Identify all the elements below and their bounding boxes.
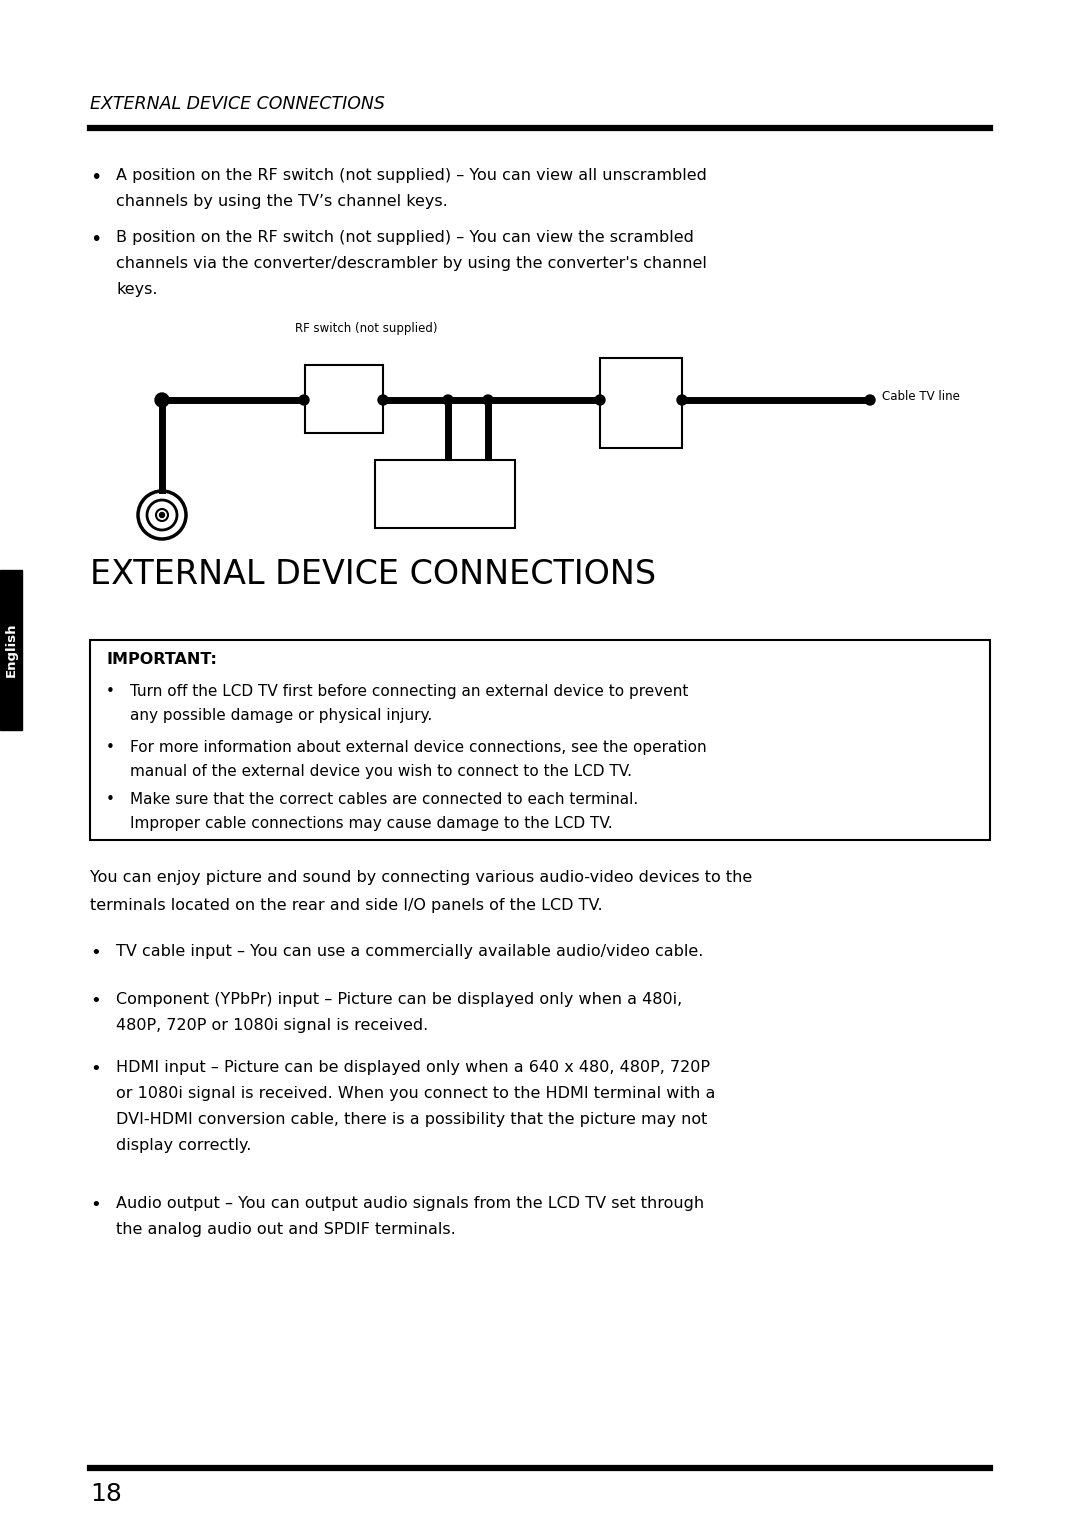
- Text: 18: 18: [90, 1482, 122, 1506]
- Circle shape: [677, 394, 687, 405]
- Text: RF switch (not supplied): RF switch (not supplied): [295, 323, 437, 335]
- Text: 480P, 720P or 1080i signal is received.: 480P, 720P or 1080i signal is received.: [116, 1018, 429, 1034]
- Bar: [90, 641, 990, 839]
- Text: HDMI input – Picture can be displayed only when a 640 x 480, 480P, 720P: HDMI input – Picture can be displayed on…: [116, 1060, 710, 1075]
- Text: •: •: [106, 740, 114, 755]
- Text: Cable TV
converter/descrambler
(Not supplied): Cable TV converter/descrambler (Not supp…: [380, 465, 499, 498]
- Text: You can enjoy picture and sound by connecting various audio-video devices to the: You can enjoy picture and sound by conne…: [90, 870, 753, 885]
- Text: Component (YPbPr) input – Picture can be displayed only when a 480i,: Component (YPbPr) input – Picture can be…: [116, 992, 683, 1008]
- Text: keys.: keys.: [116, 281, 158, 297]
- Text: •: •: [90, 168, 102, 187]
- Text: display correctly.: display correctly.: [116, 1138, 252, 1153]
- Text: TV cable input – You can use a commercially available audio/video cable.: TV cable input – You can use a commercia…: [116, 943, 703, 959]
- Circle shape: [299, 394, 309, 405]
- Text: EXTERNAL DEVICE CONNECTIONS: EXTERNAL DEVICE CONNECTIONS: [90, 558, 657, 592]
- Text: Cable TV line: Cable TV line: [882, 390, 960, 402]
- Circle shape: [483, 394, 492, 405]
- Text: •: •: [90, 943, 100, 962]
- Text: IMPORTANT:: IMPORTANT:: [106, 651, 217, 667]
- Text: DVI-HDMI conversion cable, there is a possibility that the picture may not: DVI-HDMI conversion cable, there is a po…: [116, 1112, 707, 1127]
- Text: terminals located on the rear and side I/O panels of the LCD TV.: terminals located on the rear and side I…: [90, 898, 603, 913]
- Text: the analog audio out and SPDIF terminals.: the analog audio out and SPDIF terminals…: [116, 1222, 456, 1237]
- Circle shape: [156, 393, 168, 407]
- Circle shape: [378, 394, 388, 405]
- Text: Two-set
signal
splitter
(Not
supplied): Two-set signal splitter (Not supplied): [604, 362, 652, 419]
- Text: For more information about external device connections, see the operation: For more information about external devi…: [130, 740, 706, 755]
- Text: •: •: [106, 683, 114, 699]
- Circle shape: [443, 394, 453, 405]
- Text: IN: IN: [329, 373, 341, 385]
- Text: A: A: [349, 368, 357, 382]
- Bar: [0, 570, 22, 729]
- Text: channels by using the TV’s channel keys.: channels by using the TV’s channel keys.: [116, 194, 448, 209]
- Text: or 1080i signal is received. When you connect to the HDMI terminal with a: or 1080i signal is received. When you co…: [116, 1086, 715, 1101]
- Text: English: English: [4, 622, 17, 677]
- Text: channels via the converter/descrambler by using the converter's channel: channels via the converter/descrambler b…: [116, 255, 707, 271]
- Bar: [375, 460, 515, 528]
- Text: EXTERNAL DEVICE CONNECTIONS: EXTERNAL DEVICE CONNECTIONS: [90, 95, 384, 113]
- Circle shape: [157, 394, 167, 405]
- Circle shape: [865, 394, 875, 405]
- Text: B: B: [349, 394, 357, 408]
- Text: Make sure that the correct cables are connected to each terminal.: Make sure that the correct cables are co…: [130, 792, 638, 807]
- Text: any possible damage or physical injury.: any possible damage or physical injury.: [130, 708, 432, 723]
- Text: A position on the RF switch (not supplied) – You can view all unscrambled: A position on the RF switch (not supplie…: [116, 168, 707, 183]
- Bar: [305, 365, 383, 433]
- Circle shape: [160, 512, 164, 517]
- Text: •: •: [106, 792, 114, 807]
- Text: manual of the external device you wish to connect to the LCD TV.: manual of the external device you wish t…: [130, 764, 632, 778]
- Text: B position on the RF switch (not supplied) – You can view the scrambled: B position on the RF switch (not supplie…: [116, 229, 693, 245]
- Bar: [600, 358, 681, 448]
- Text: Audio output – You can output audio signals from the LCD TV set through: Audio output – You can output audio sign…: [116, 1196, 704, 1211]
- Text: •: •: [90, 1196, 100, 1214]
- Text: OUT: OUT: [307, 373, 327, 382]
- Text: •: •: [90, 229, 102, 249]
- Text: Improper cable connections may cause damage to the LCD TV.: Improper cable connections may cause dam…: [130, 816, 612, 830]
- Circle shape: [595, 394, 605, 405]
- Text: •: •: [90, 1060, 100, 1078]
- Text: Turn off the LCD TV first before connecting an external device to prevent: Turn off the LCD TV first before connect…: [130, 683, 688, 699]
- Text: •: •: [90, 992, 100, 1011]
